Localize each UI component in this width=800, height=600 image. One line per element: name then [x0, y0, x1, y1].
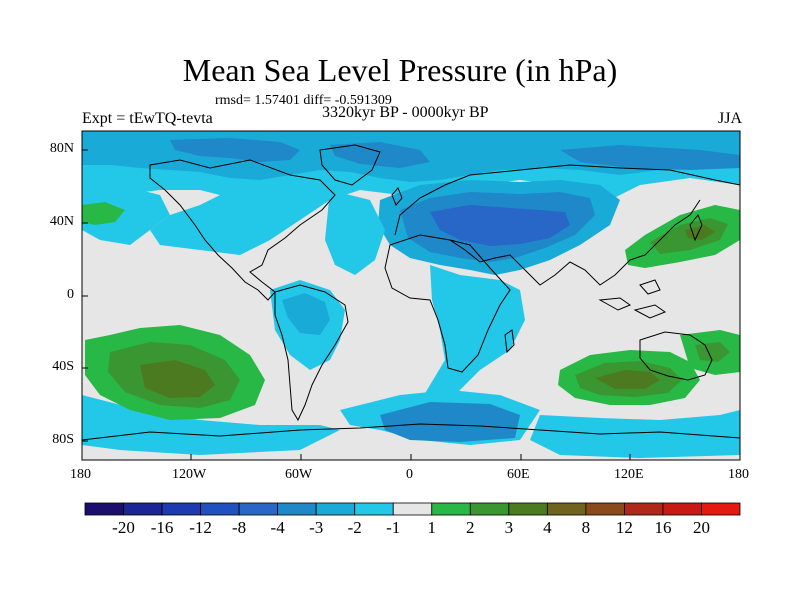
coast-indonesia [598, 279, 667, 319]
lat-label-40s: 40S [52, 359, 74, 374]
lat-label-80s: 80S [52, 432, 74, 447]
lon-label-180w: 180 [70, 467, 91, 482]
legend-swatch [431, 502, 471, 516]
map-field [82, 131, 740, 460]
coast-africa [384, 234, 511, 373]
season-label: JJA [717, 110, 742, 127]
coast-antarctica [82, 423, 740, 441]
legend-label: -16 [150, 518, 174, 537]
legend-label: 8 [581, 518, 591, 537]
lat-label-40n: 40N [49, 214, 74, 229]
lon-label-60w: 60W [285, 467, 313, 482]
legend-swatch [701, 502, 741, 516]
coast-australia [639, 331, 713, 381]
axis-ticks [82, 149, 631, 460]
anomaly-arctic-dark [170, 138, 300, 162]
legend-swatch [238, 502, 279, 516]
legend-label: 20 [692, 518, 710, 537]
legend-label: 16 [654, 518, 672, 537]
lat-label-80n: 80N [49, 141, 74, 156]
lon-label-60e: 60E [507, 467, 530, 482]
anomaly-antarctic-mid [380, 402, 520, 442]
legend-label: 1 [427, 518, 437, 537]
anomaly-australia-pos2 [695, 342, 730, 362]
legend-swatch [624, 502, 664, 516]
anomaly-spacific-pos3 [140, 360, 215, 398]
lat-label-0: 0 [67, 287, 74, 302]
anomaly-eurasia-core [430, 205, 570, 246]
legend-swatch [200, 502, 240, 516]
legend-swatch [508, 502, 548, 516]
anomaly-nwpacific-pos3 [685, 225, 715, 240]
legend-swatch [662, 502, 702, 516]
coast-uk [391, 187, 403, 206]
legend-swatch [161, 502, 201, 516]
experiment-label: Expt = tEwTQ-tevta [82, 110, 213, 127]
lon-label-180e: 180 [728, 467, 749, 482]
coast-north-america [149, 159, 336, 301]
coast-japan [689, 214, 703, 242]
legend-swatch [585, 502, 625, 516]
legend-label: -2 [347, 518, 362, 537]
legend-label: -20 [112, 518, 135, 537]
anomaly-samerica-mid [282, 293, 330, 335]
legend-swatch [392, 502, 433, 516]
anomaly-indian-pos3 [595, 370, 660, 389]
legend-label: 3 [504, 518, 514, 537]
stats-text: rmsd= 1.57401 diff= -0.591309 [215, 93, 392, 108]
anomaly-africa-light [415, 265, 525, 420]
legend-colorbar [84, 502, 741, 516]
lon-label-120w: 120W [172, 467, 207, 482]
coast-europe-asia [394, 164, 740, 286]
anomaly-arctic-dark-2 [330, 142, 430, 168]
period-label: 3320kyr BP - 0000kyr BP [322, 104, 489, 121]
coastlines [82, 144, 740, 441]
legend-swatch [84, 502, 124, 516]
anomaly-npacific-pos1 [82, 202, 125, 225]
lon-label-0: 0 [406, 467, 413, 482]
anomaly-natlantic-light [325, 190, 385, 275]
legend-label: -8 [232, 518, 247, 537]
legend-swatch [546, 502, 587, 516]
legend-label: -12 [189, 518, 212, 537]
anomaly-southern-ocean-light [82, 395, 340, 455]
legend-label: 12 [615, 518, 633, 537]
anomaly-arctic-dark-3 [560, 145, 740, 170]
legend-swatch [469, 502, 510, 516]
legend-label: 2 [466, 518, 475, 537]
legend-swatch [277, 502, 317, 516]
legend-label: -3 [309, 518, 324, 537]
legend-swatch [123, 502, 163, 516]
legend-swatch [354, 502, 394, 516]
legend-label: -4 [270, 518, 285, 537]
legend-label: -1 [386, 518, 401, 537]
coast-south-america [274, 284, 349, 422]
map-title: Mean Sea Level Pressure (in hPa) [182, 52, 618, 88]
anomaly-southern-ocean-light-2 [530, 410, 740, 458]
legend-label: 4 [543, 518, 552, 537]
coast-greenland [319, 144, 381, 186]
coast-madagascar [504, 329, 515, 354]
lon-label-120e: 120E [614, 467, 644, 482]
anomaly-npacific-light [82, 180, 170, 245]
legend-swatch [315, 502, 356, 516]
